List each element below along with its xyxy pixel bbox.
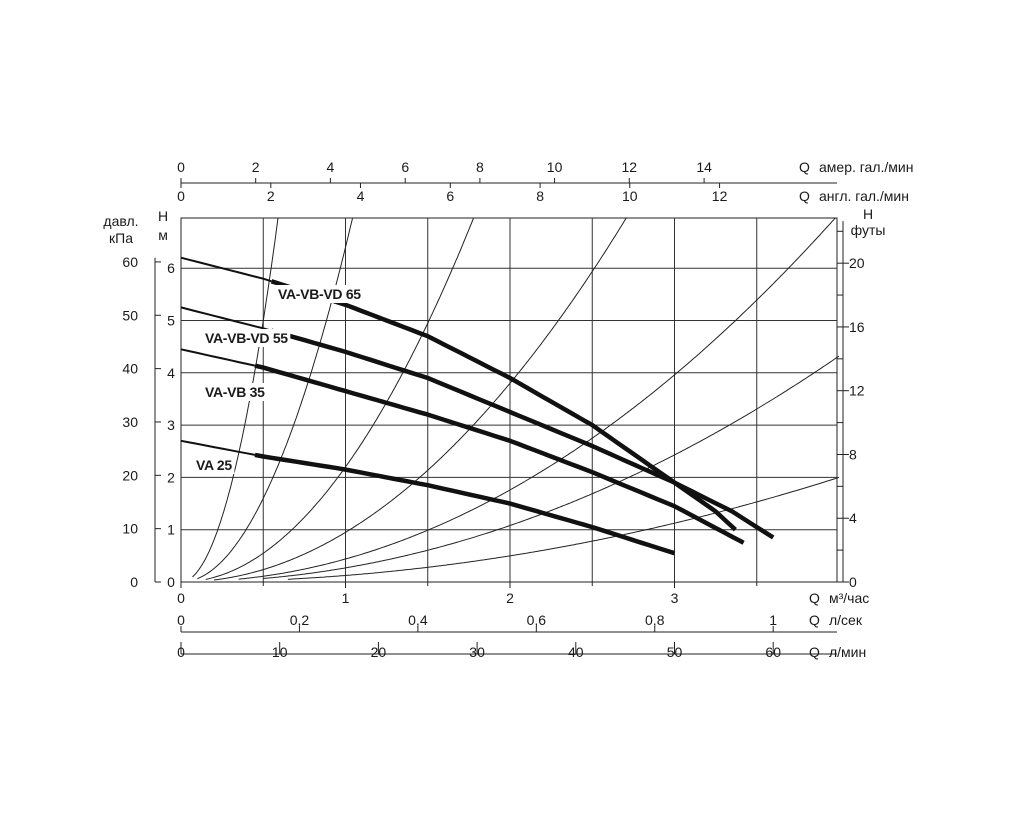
axis-label: H xyxy=(863,206,873,222)
axis-tick-label: 0 xyxy=(177,612,185,628)
axis-tick-label: 1 xyxy=(342,590,350,606)
curve-label-background xyxy=(203,383,268,401)
system-curves xyxy=(192,217,840,581)
axis-tick-label: 4 xyxy=(849,510,857,526)
axis-label: кПа xyxy=(109,230,133,246)
axis-tick-label: 10 xyxy=(272,644,288,660)
curve-label-background xyxy=(276,285,364,303)
axis-tick-label: 60 xyxy=(765,644,781,660)
axis-tick-label: 6 xyxy=(446,188,454,204)
curve-label: VA-VB-VD 55 xyxy=(205,330,288,346)
axis-label-unit: л/мин xyxy=(829,644,866,660)
axis-tick-label: 2 xyxy=(267,188,275,204)
axis-tick-label: 1 xyxy=(769,612,777,628)
axis-label-unit: англ. гал./мин xyxy=(819,188,909,204)
axis-tick-label: 5 xyxy=(167,313,175,329)
axis-tick-label: 12 xyxy=(621,159,637,175)
axis-tick-label: 20 xyxy=(122,467,138,483)
axis-tick-label: 12 xyxy=(712,188,728,204)
axis-tick-label: 4 xyxy=(326,159,334,175)
axis-tick-label: 0 xyxy=(177,590,185,606)
pump-curve xyxy=(254,363,745,545)
axis-tick-label: 0,8 xyxy=(645,612,665,628)
axis-label: м xyxy=(158,227,168,243)
axis-tick-label: 8 xyxy=(476,159,484,175)
system-curve xyxy=(287,476,840,580)
pump-curve xyxy=(254,452,676,556)
axis-tick-label: 0 xyxy=(177,188,185,204)
axis-tick-label: 20 xyxy=(849,255,865,271)
curve-label: VA-VB 35 xyxy=(205,384,265,400)
pump-curve-lead xyxy=(180,256,272,283)
axis-tick-label: 8 xyxy=(849,446,857,462)
axis-tick-label: 8 xyxy=(536,188,544,204)
axis-tick-label: 16 xyxy=(849,319,865,335)
axis-tick-label: 4 xyxy=(167,365,175,381)
axis-tick-label: 6 xyxy=(167,260,175,276)
plot-frame xyxy=(180,217,838,583)
axis-tick-label: 12 xyxy=(849,383,865,399)
axis-tick-label: 50 xyxy=(122,307,138,323)
grid-lines xyxy=(180,217,838,583)
system-curve xyxy=(263,355,840,579)
pump-curve-lead xyxy=(180,306,272,332)
axis-label: давл. xyxy=(103,213,138,229)
system-curve xyxy=(197,217,353,580)
axis-tick-label: 0,6 xyxy=(527,612,547,628)
axis-tick-label: 6 xyxy=(401,159,409,175)
axis-tick-label: 30 xyxy=(122,414,138,430)
axis-tick-label: 40 xyxy=(122,361,138,377)
system-curve xyxy=(192,217,279,578)
axis-tick-label: 4 xyxy=(357,188,365,204)
axis-label-unit: л/сек xyxy=(829,612,863,628)
axis-tick-label: 3 xyxy=(671,590,679,606)
axis-tick-label: 3 xyxy=(167,417,175,433)
axis-label-unit: амер. гал./мин xyxy=(819,159,913,175)
axis-tick-label: 50 xyxy=(667,644,683,660)
axis-label-letter: Q xyxy=(809,590,820,606)
curve-label: VA-VB-VD 65 xyxy=(278,286,361,302)
system-curve xyxy=(238,217,836,580)
axis-tick-label: 0 xyxy=(177,159,185,175)
axis-tick-label: 10 xyxy=(622,188,638,204)
axis-label: футы xyxy=(851,222,886,238)
axis-tick-label: 14 xyxy=(696,159,712,175)
axis-label-unit: м³/час xyxy=(829,590,869,606)
pump-curve-lead xyxy=(180,439,256,456)
axis-tick-label: 40 xyxy=(568,644,584,660)
axis-tick-label: 2 xyxy=(252,159,260,175)
axis-tick-label: 30 xyxy=(469,644,485,660)
system-curve xyxy=(205,217,475,580)
axis-tick-label: 0 xyxy=(849,574,857,590)
curve-label-background xyxy=(203,329,291,347)
axis-tick-label: 10 xyxy=(122,521,138,537)
system-curve xyxy=(213,217,627,581)
pump-curve-lead xyxy=(180,348,256,367)
axis-tick-label: 2 xyxy=(506,590,514,606)
axis-tick-label: 0 xyxy=(177,644,185,660)
curve-label: VA 25 xyxy=(196,457,232,473)
axis-tick-label: 60 xyxy=(122,254,138,270)
pump-curve xyxy=(270,328,775,540)
axis-tick-label: 20 xyxy=(371,644,387,660)
axis-label-letter: Q xyxy=(799,159,810,175)
axis-label-letter: Q xyxy=(799,188,810,204)
axis-tick-label: 1 xyxy=(167,522,175,538)
pump-curve xyxy=(270,279,737,532)
axis-tick-label: 10 xyxy=(547,159,563,175)
curve-labels: VA-VB-VD 65 VA-VB-VD 55 VA-VB 35 VA 25 xyxy=(194,285,364,474)
axis-label-letter: Q xyxy=(809,612,820,628)
axis-label-letter: Q xyxy=(809,644,820,660)
axis-tick-label: 0 xyxy=(167,574,175,590)
pump-curves xyxy=(180,256,775,556)
axis-tick-label: 0,2 xyxy=(290,612,310,628)
axis-tick-label: 0,4 xyxy=(408,612,428,628)
axis-tick-label: 0 xyxy=(130,574,138,590)
curve-label-background xyxy=(194,456,235,474)
axis-label: H xyxy=(158,208,168,224)
axis-tick-label: 2 xyxy=(167,469,175,485)
